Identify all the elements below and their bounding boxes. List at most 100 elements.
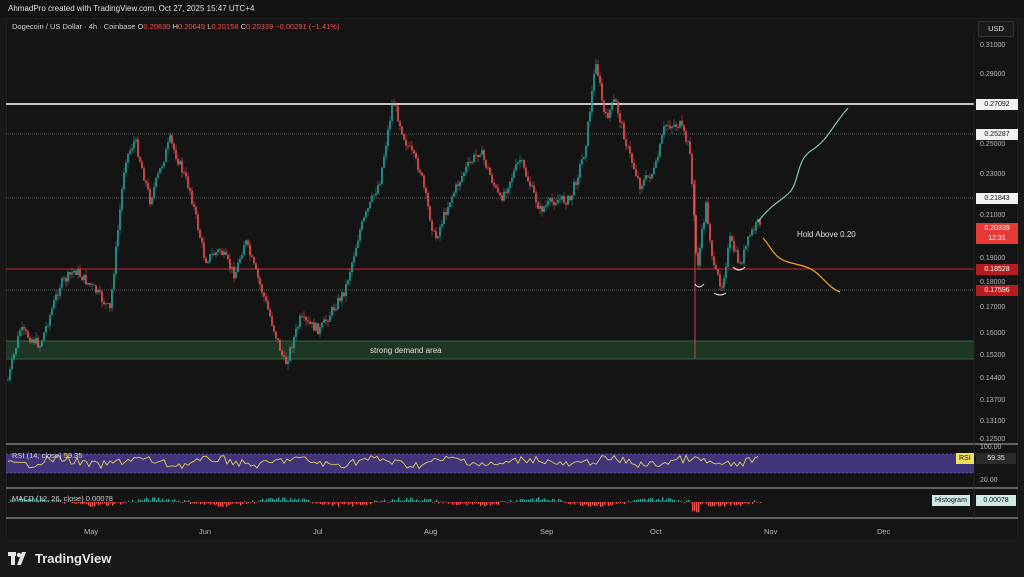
macd-bar (226, 502, 228, 507)
macd-bar (314, 502, 316, 503)
macd-bar (528, 499, 530, 502)
candle-body (21, 327, 23, 331)
macd-bar (432, 502, 434, 503)
candle-body (185, 172, 187, 177)
macd-bar (376, 500, 378, 502)
candle-body (331, 307, 333, 316)
macd-bar (534, 500, 536, 502)
macd-bar (646, 500, 648, 502)
candle-body (561, 195, 563, 200)
candle-body (263, 292, 265, 297)
candle-body (69, 272, 71, 275)
close-label: C (240, 22, 247, 31)
macd-bar (448, 502, 450, 504)
macd-bar (388, 502, 390, 503)
candle-body (753, 229, 755, 231)
macd-bar (304, 498, 306, 502)
candle-body (675, 124, 677, 128)
macd-bar (736, 502, 738, 506)
symbol-name: Dogecoin / US Dollar · 4h · Coinbase (12, 22, 136, 31)
candle-body (597, 64, 599, 76)
macd-bar (594, 502, 596, 507)
macd-bar (62, 502, 64, 503)
candle-body (341, 292, 343, 301)
candle-body (625, 139, 627, 146)
macd-bar (76, 502, 78, 504)
rsi-value-tag: 59.35 (976, 453, 1016, 464)
macd-bar (566, 502, 568, 503)
candle-body (501, 195, 503, 201)
price-tag-level2: 0.25287 (976, 129, 1018, 140)
macd-bar (244, 501, 246, 502)
macd-bar (584, 502, 586, 505)
candle-body (637, 176, 639, 179)
candle-body (17, 335, 19, 349)
candle-body (103, 301, 105, 305)
currency-button[interactable]: USD (978, 21, 1014, 37)
macd-bar (196, 502, 198, 504)
macd-bar (396, 500, 398, 502)
macd-bar (212, 502, 214, 504)
time-axis-label: May (84, 527, 99, 536)
rsi-band (6, 454, 974, 473)
candle-body (129, 150, 131, 154)
macd-bar (456, 502, 458, 506)
macd-bar (278, 497, 280, 502)
macd-bar (634, 500, 636, 502)
chart-panel[interactable] (6, 18, 1018, 541)
candle-body (299, 315, 301, 327)
macd-bar (544, 498, 546, 502)
macd-bar (602, 502, 604, 507)
macd-bar (508, 502, 510, 503)
candle-body (451, 196, 453, 203)
demand-area-label: strong demand area (370, 346, 442, 355)
candle-body (13, 354, 15, 360)
macd-bar (714, 502, 716, 507)
macd-bar (288, 500, 290, 502)
macd-bar (688, 499, 690, 502)
macd-bar (742, 502, 744, 504)
macd-bar (252, 500, 254, 502)
macd-bar (552, 498, 554, 502)
candle-body (109, 303, 111, 309)
candle-body (529, 181, 531, 187)
candle-body (321, 322, 323, 328)
macd-bar (622, 502, 624, 503)
macd-bar (664, 500, 666, 502)
macd-legend-value: 0.00078 (85, 494, 113, 503)
macd-bar (410, 497, 412, 502)
candle-body (83, 274, 85, 281)
macd-bar (546, 499, 548, 502)
macd-bar (652, 498, 654, 502)
candle-body (599, 75, 601, 84)
candle-body (615, 99, 617, 102)
time-axis-label: Sep (540, 527, 554, 536)
candle-body (167, 142, 169, 150)
macd-bar (116, 502, 118, 503)
macd-bar (464, 502, 466, 504)
tradingview-logo[interactable]: TradingView (8, 551, 111, 566)
macd-bar (124, 501, 126, 502)
demand-zone (6, 341, 974, 359)
candle-body (521, 160, 523, 161)
candle-body (327, 321, 329, 322)
macd-bar (138, 499, 140, 502)
low-value: 0.20158 (211, 22, 239, 31)
candle-body (511, 177, 513, 182)
price-axis-label: 0.23000 (980, 171, 1006, 178)
macd-bar (294, 498, 296, 502)
macd-bar (434, 501, 436, 502)
candle-body (261, 284, 263, 293)
candle-body (189, 187, 191, 191)
candle-body (623, 122, 625, 140)
candle-body (287, 360, 289, 365)
macd-bar (676, 501, 678, 503)
macd-bar (760, 502, 762, 503)
candle-body (277, 338, 279, 341)
candle-body (565, 202, 567, 205)
candle-body (503, 191, 505, 201)
candle-body (243, 245, 245, 255)
high-value: 0.20649 (177, 22, 206, 31)
macd-bar (506, 502, 508, 503)
